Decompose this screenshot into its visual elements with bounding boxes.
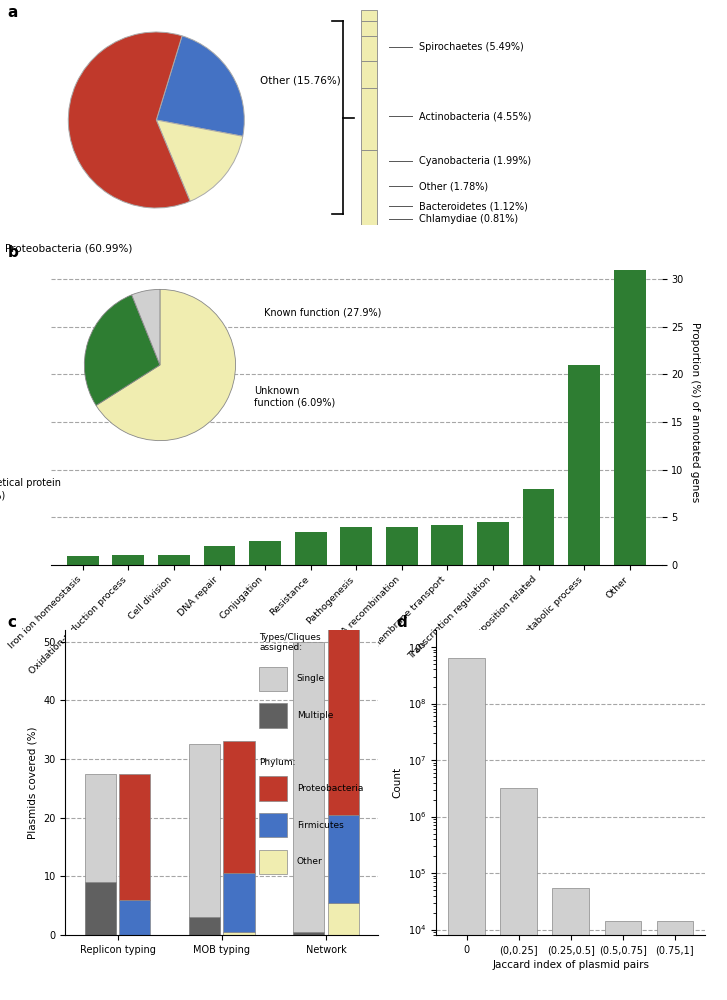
- Text: Phylum:: Phylum:: [260, 758, 296, 767]
- Bar: [553, 888, 589, 1000]
- Bar: [119, 774, 150, 900]
- FancyBboxPatch shape: [260, 776, 287, 801]
- Text: Multiple: Multiple: [297, 711, 333, 720]
- Text: Hypothetical protein
(66.01%): Hypothetical protein (66.01%): [0, 478, 62, 500]
- Text: Proteobacteria: Proteobacteria: [297, 784, 363, 793]
- Text: Bacteroidetes (1.12%): Bacteroidetes (1.12%): [419, 201, 528, 211]
- Text: Other (15.76%): Other (15.76%): [260, 75, 340, 85]
- Bar: [85, 774, 116, 935]
- Y-axis label: Count: Count: [393, 767, 403, 798]
- Bar: [223, 873, 254, 932]
- Bar: [293, 932, 324, 935]
- Wedge shape: [156, 36, 244, 136]
- Bar: [85, 882, 116, 935]
- Bar: [568, 365, 600, 565]
- Bar: [340, 527, 372, 565]
- Wedge shape: [96, 289, 236, 441]
- X-axis label: Jaccard index of plasmid pairs: Jaccard index of plasmid pairs: [492, 960, 649, 970]
- Text: Single: Single: [297, 674, 325, 683]
- Bar: [361, 21, 377, 36]
- Bar: [477, 522, 509, 565]
- Bar: [656, 921, 693, 1000]
- Text: Cyanobacteria (1.99%): Cyanobacteria (1.99%): [419, 156, 531, 166]
- Wedge shape: [156, 120, 243, 201]
- Text: Spirochaetes (5.49%): Spirochaetes (5.49%): [419, 42, 523, 52]
- Bar: [113, 555, 145, 565]
- Text: Other (1.78%): Other (1.78%): [419, 181, 488, 191]
- Text: d: d: [396, 615, 407, 630]
- Bar: [361, 88, 377, 150]
- Text: Types/Cliques
assigned:: Types/Cliques assigned:: [260, 633, 321, 652]
- Text: Unknown
function (6.09%): Unknown function (6.09%): [254, 386, 336, 408]
- Bar: [294, 532, 326, 565]
- Bar: [189, 917, 220, 935]
- Bar: [327, 903, 358, 935]
- Bar: [119, 900, 150, 935]
- FancyBboxPatch shape: [260, 813, 287, 837]
- Bar: [293, 642, 324, 935]
- Bar: [361, 36, 377, 61]
- Bar: [189, 744, 220, 935]
- Bar: [67, 556, 99, 565]
- Text: Actinobacteria (4.55%): Actinobacteria (4.55%): [419, 111, 531, 121]
- Bar: [204, 546, 236, 565]
- Bar: [249, 541, 281, 565]
- Bar: [158, 555, 190, 565]
- FancyBboxPatch shape: [260, 703, 287, 728]
- Text: c: c: [7, 615, 16, 630]
- Text: Known function (27.9%): Known function (27.9%): [264, 307, 381, 317]
- Y-axis label: Plasmids covered (%): Plasmids covered (%): [28, 726, 38, 839]
- Y-axis label: Proportion (%) of annotated genes: Proportion (%) of annotated genes: [691, 322, 700, 503]
- Bar: [223, 741, 254, 873]
- Text: Other: Other: [297, 857, 323, 866]
- Text: Firmicutes: Firmicutes: [297, 821, 344, 830]
- Text: Chlamydiae (0.81%): Chlamydiae (0.81%): [419, 214, 518, 224]
- Bar: [327, 609, 358, 815]
- Bar: [361, 150, 377, 225]
- Bar: [223, 932, 254, 935]
- Bar: [449, 658, 485, 1000]
- Bar: [500, 788, 537, 1000]
- Wedge shape: [84, 295, 160, 405]
- Bar: [327, 815, 358, 903]
- Bar: [431, 525, 463, 565]
- Bar: [614, 270, 646, 565]
- FancyBboxPatch shape: [260, 667, 287, 691]
- Text: b: b: [7, 245, 18, 260]
- Text: Proteobacteria (60.99%): Proteobacteria (60.99%): [4, 243, 132, 253]
- Bar: [605, 921, 641, 1000]
- Bar: [361, 61, 377, 88]
- FancyBboxPatch shape: [260, 850, 287, 874]
- Wedge shape: [132, 289, 160, 365]
- Bar: [386, 527, 418, 565]
- Wedge shape: [68, 32, 190, 208]
- Bar: [361, 10, 377, 21]
- Text: a: a: [7, 5, 17, 20]
- Bar: [523, 489, 555, 565]
